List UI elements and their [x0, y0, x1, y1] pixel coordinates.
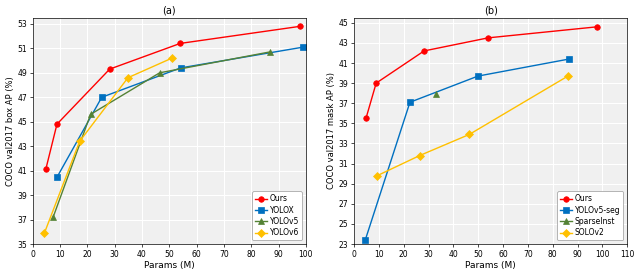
SOLOv2: [416, 154, 424, 157]
Y-axis label: COCO val2017 mask AP (%): COCO val2017 mask AP (%): [327, 72, 336, 189]
Line: Ours: Ours: [364, 24, 600, 121]
YOLOv6: [124, 76, 132, 79]
YOLOv5-seg: [406, 100, 414, 104]
YOLOv6: [76, 140, 83, 143]
X-axis label: Params (M): Params (M): [465, 261, 516, 270]
Ours: [372, 81, 380, 85]
Ours: [177, 42, 184, 45]
SOLOv2: [465, 133, 473, 136]
SOLOv2: [373, 174, 381, 177]
Ours: [106, 67, 113, 71]
YOLOX: [300, 46, 307, 49]
SOLOv2: [564, 75, 572, 78]
Ours: [362, 117, 370, 120]
Title: (b): (b): [484, 6, 497, 15]
X-axis label: Params (M): Params (M): [144, 261, 195, 270]
Ours: [296, 25, 304, 28]
Legend: Ours, YOLOv5-seg, SparseInst, SOLOv2: Ours, YOLOv5-seg, SparseInst, SOLOv2: [557, 191, 623, 240]
YOLOv5: [86, 113, 94, 116]
Y-axis label: COCO val2017 box AP (%): COCO val2017 box AP (%): [6, 76, 15, 186]
Line: YOLOX: YOLOX: [54, 44, 306, 180]
YOLOX: [53, 175, 61, 179]
Ours: [484, 36, 492, 39]
Line: YOLOv5: YOLOv5: [50, 49, 273, 221]
YOLOv5: [266, 50, 273, 54]
YOLOX: [98, 95, 106, 99]
Line: YOLOv5-seg: YOLOv5-seg: [362, 56, 572, 243]
Line: YOLOv6: YOLOv6: [42, 55, 175, 236]
Line: SOLOv2: SOLOv2: [374, 73, 571, 179]
Ours: [53, 123, 61, 126]
YOLOX: [177, 66, 184, 70]
YOLOv5: [49, 216, 57, 219]
Title: (a): (a): [163, 6, 176, 15]
YOLOv6: [40, 232, 48, 235]
YOLOv5-seg: [474, 75, 482, 78]
YOLOv5-seg: [362, 238, 369, 242]
Ours: [594, 25, 602, 28]
Ours: [420, 49, 428, 53]
Legend: Ours, YOLOX, YOLOv5, YOLOv6: Ours, YOLOX, YOLOv5, YOLOv6: [252, 191, 302, 240]
Line: Ours: Ours: [43, 23, 303, 172]
YOLOv6: [168, 57, 176, 60]
YOLOv5: [156, 71, 163, 75]
Ours: [42, 168, 49, 171]
YOLOv5-seg: [566, 57, 573, 61]
